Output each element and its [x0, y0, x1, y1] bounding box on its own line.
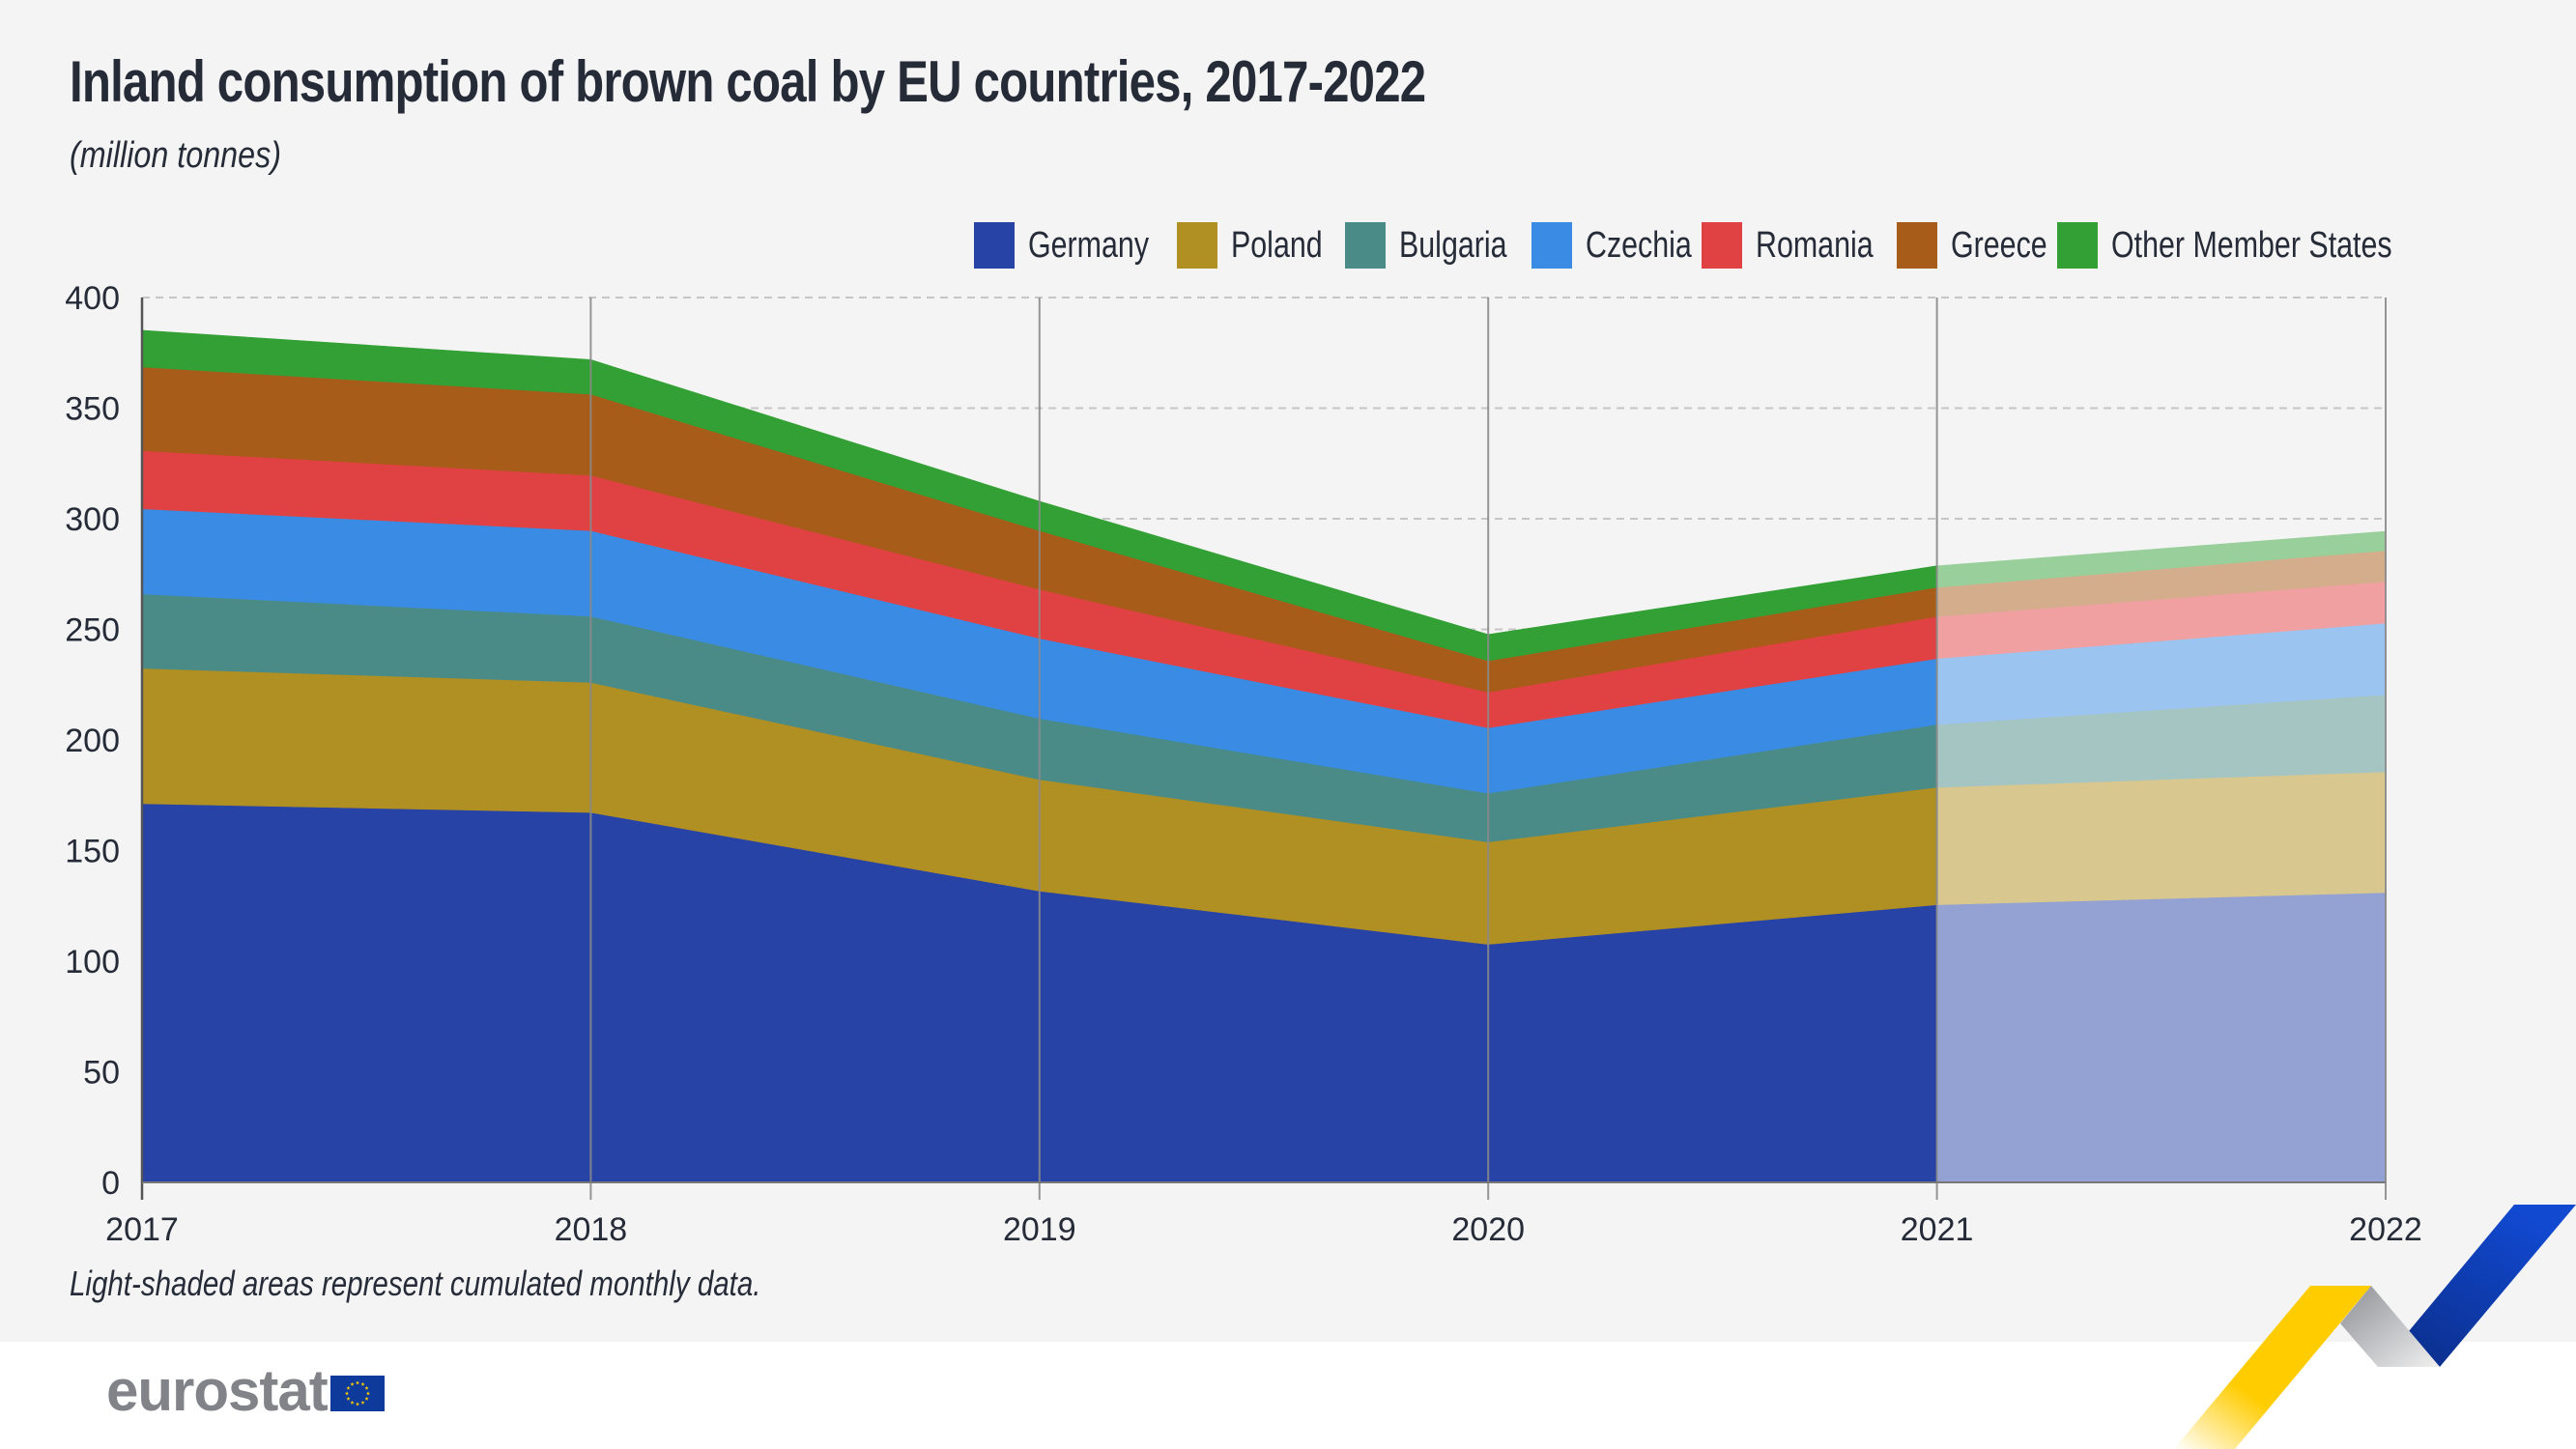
x-tick-label-2019: 2019: [1003, 1211, 1076, 1248]
footnote: Light-shaded areas represent cumulated m…: [70, 1264, 761, 1303]
eu-star: [350, 1400, 355, 1405]
legend-swatch-germany: [974, 222, 1015, 269]
legend-label-bulgaria: Bulgaria: [1399, 225, 1507, 266]
area-germany-monthly: [1936, 892, 2387, 1183]
chart-title: Inland consumption of brown coal by EU c…: [70, 49, 1426, 114]
legend-label-other-member-states: Other Member States: [2111, 225, 2392, 266]
eu-star: [355, 1380, 360, 1385]
legend-swatch-romania: [1702, 222, 1742, 269]
y-tick-label-100: 100: [65, 944, 120, 980]
x-tick-label-2020: 2020: [1451, 1211, 1525, 1248]
area-series: [141, 329, 2387, 1183]
y-tick-label-0: 0: [101, 1165, 120, 1202]
x-tick-label-2018: 2018: [555, 1211, 628, 1248]
eu-star: [355, 1402, 360, 1406]
x-tick-label-2017: 2017: [105, 1211, 179, 1248]
legend-swatch-other-member-states: [2057, 222, 2098, 269]
legend-label-romania: Romania: [1756, 225, 1874, 266]
eurostat-logo-text: eurostat: [106, 1358, 329, 1423]
legend-label-czechia: Czechia: [1586, 225, 1692, 266]
legend-swatch-greece: [1897, 222, 1937, 269]
eu-star: [346, 1385, 351, 1390]
legend-swatch-czechia: [1531, 222, 1572, 269]
year-lines: [140, 298, 2387, 1200]
eu-star: [365, 1391, 371, 1396]
eu-star: [350, 1381, 355, 1386]
legend-label-poland: Poland: [1231, 225, 1323, 266]
eu-star: [364, 1385, 369, 1390]
y-tick-label-50: 50: [83, 1055, 120, 1092]
x-tick-label-2022: 2022: [2349, 1211, 2422, 1248]
y-tick-label-350: 350: [65, 391, 120, 428]
eu-flag-icon: [330, 1376, 385, 1411]
legend-label-greece: Greece: [1951, 225, 2047, 266]
y-tick-label-200: 200: [65, 723, 120, 759]
x-tick-label-2021: 2021: [1901, 1211, 1974, 1248]
x-axis: 2017 2018 2019 2020 2021 2022: [105, 1211, 2422, 1248]
legend-swatch-poland: [1177, 222, 1217, 269]
y-tick-label-150: 150: [65, 834, 120, 870]
y-tick-label-300: 300: [65, 501, 120, 538]
chart-subtitle: (million tonnes): [70, 135, 282, 176]
stacked-area-chart: 0 50 100 150 200 250 300 350 400 2017 2018 2019 202…: [65, 280, 2422, 1248]
eu-star: [344, 1391, 350, 1396]
legend-label-germany: Germany: [1028, 225, 1150, 266]
y-tick-label-400: 400: [65, 280, 120, 317]
area-poland-monthly: [1936, 771, 2387, 905]
eu-star: [364, 1396, 369, 1401]
y-axis: 0 50 100 150 200 250 300 350 400: [65, 280, 120, 1202]
eu-star: [346, 1396, 351, 1401]
eu-star: [360, 1400, 365, 1405]
y-tick-label-250: 250: [65, 612, 120, 649]
eu-star: [360, 1381, 365, 1386]
legend-swatch-bulgaria: [1345, 222, 1386, 269]
